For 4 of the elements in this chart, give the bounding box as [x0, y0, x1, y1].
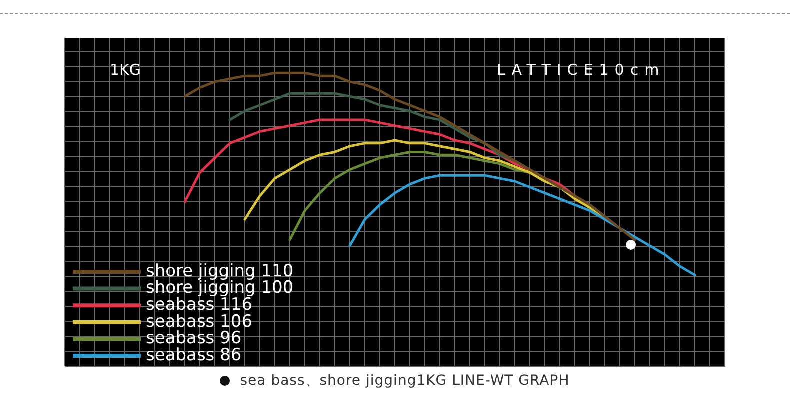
annotation: LATTICE10cm — [497, 60, 666, 79]
legend-label: shore jigging 110 — [146, 261, 294, 282]
annotation: 1KG — [110, 60, 142, 79]
text: sea bass、shore jigging1KG LINE-WT GRAPH — [239, 372, 571, 390]
